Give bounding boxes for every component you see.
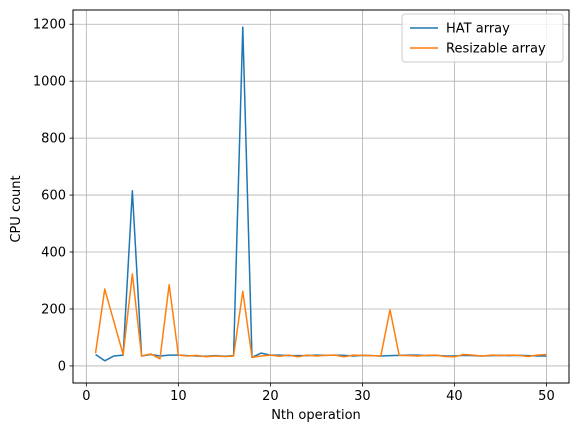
- legend-label-2: Resizable array: [446, 42, 546, 57]
- x-tick-label: 40: [446, 389, 463, 404]
- x-tick-label: 10: [170, 389, 187, 404]
- y-tick-label: 200: [41, 302, 66, 317]
- y-tick-label: 400: [41, 246, 66, 261]
- x-tick-label: 50: [538, 389, 555, 404]
- y-tick-label: 0: [58, 359, 66, 374]
- series-lines: [94, 26, 547, 362]
- y-axis-label: CPU count: [9, 175, 24, 242]
- x-tick-label: 0: [82, 389, 90, 404]
- legend-label-1: HAT array: [446, 22, 510, 37]
- legend-box: [401, 13, 564, 63]
- x-tick-label: 20: [262, 389, 279, 404]
- grid: [73, 10, 569, 383]
- legend: HAT array Resizable array: [401, 13, 564, 63]
- axis-ticks: 0 10 20 30 40 50 0 200 400 600 800 1000 1200: [33, 18, 555, 404]
- y-tick-label: 600: [41, 189, 66, 204]
- series-line-2: [94, 273, 547, 360]
- x-tick-label: 30: [354, 389, 371, 404]
- y-tick-label: 1000: [33, 75, 66, 90]
- x-axis-label: Nth operation: [271, 408, 361, 423]
- y-tick-label: 1200: [33, 18, 66, 33]
- series-line-1: [95, 26, 547, 362]
- y-tick-label: 800: [41, 132, 66, 147]
- plot-frame: [72, 9, 570, 384]
